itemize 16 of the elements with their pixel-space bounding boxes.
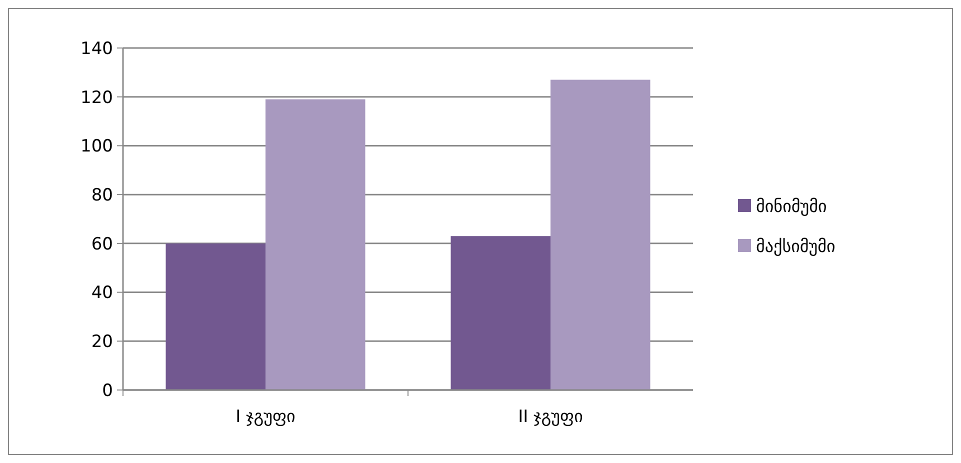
y-tick-label: 100 (80, 136, 113, 157)
x-tick-label: II ჯგუფი (518, 407, 583, 427)
legend-label: მაქსიმუმი (756, 236, 836, 257)
y-tick-label: 80 (91, 186, 113, 206)
y-tick-label: 60 (91, 234, 113, 254)
y-tick-label: 120 (80, 88, 113, 108)
legend-label: მინიმუმი (756, 196, 827, 217)
x-tick-label: I ჯგუფი (236, 407, 296, 427)
bar (450, 236, 550, 390)
bar (266, 99, 366, 390)
y-tick-label: 0 (102, 380, 113, 401)
y-tick-label: 140 (80, 38, 113, 59)
y-tick-label: 40 (91, 283, 113, 304)
bar (166, 243, 266, 390)
bar (550, 80, 650, 390)
y-tick-label: 20 (91, 332, 113, 352)
